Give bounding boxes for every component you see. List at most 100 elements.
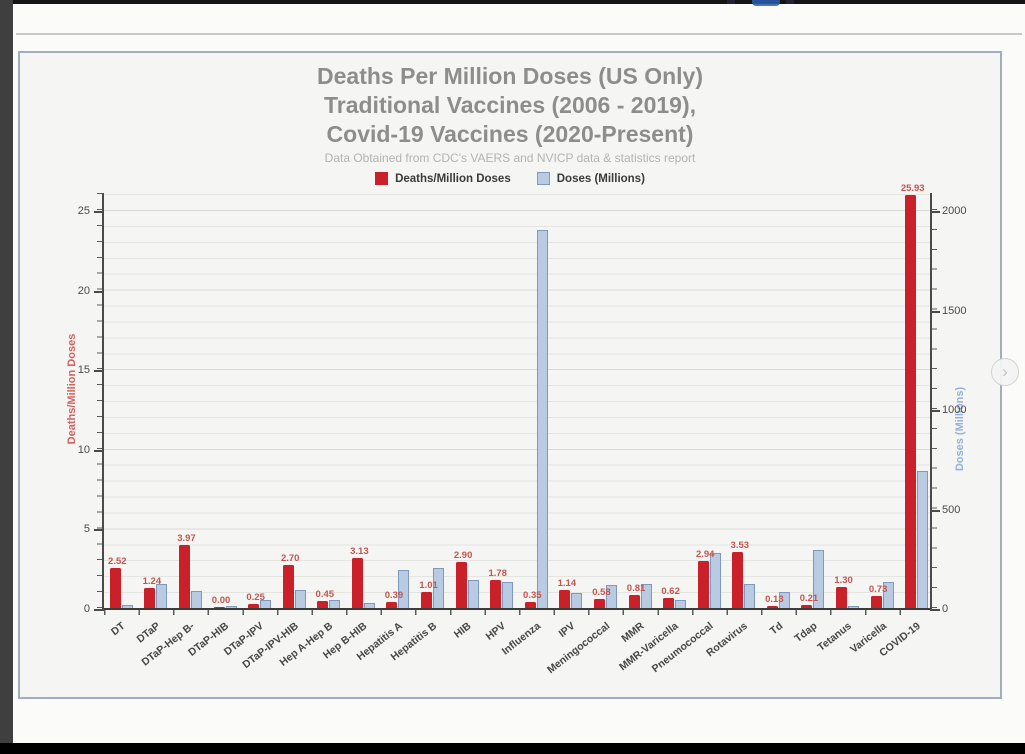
x-tick-label-1: DTaP — [134, 620, 163, 646]
legend: Deaths/Million Doses Doses (Millions) — [20, 172, 1000, 185]
left-axis-tick-label-0: 0 — [83, 603, 90, 615]
value-label-6: 0.45 — [315, 588, 335, 600]
value-label-0: 2.52 — [108, 555, 127, 567]
legend-item-1: Doses (Millions) — [536, 172, 645, 185]
bar-doses-13 — [571, 593, 583, 608]
left-axis-tick-0 — [94, 609, 104, 611]
x-axis-ticks — [104, 610, 930, 615]
bar-deaths-0 — [109, 567, 121, 608]
value-label-12: 0.35 — [523, 590, 542, 602]
bar-doses-3 — [225, 606, 237, 608]
bar-deaths-15 — [628, 595, 640, 608]
bar-doses-11 — [502, 582, 514, 608]
x-tick-label-0: DT — [109, 620, 128, 639]
left-axis-tick-label-4: 20 — [77, 284, 90, 297]
bar-deaths-17 — [697, 561, 709, 608]
bar-deaths-21 — [836, 587, 848, 608]
bar-doses-9 — [433, 568, 445, 608]
left-axis-tick-3 — [94, 370, 104, 373]
chart-subtitle: Data Obtained from CDC's VAERS and NVICP… — [324, 151, 696, 165]
value-label-7: 3.13 — [350, 546, 369, 558]
bar-deaths-19 — [766, 605, 778, 608]
bar-deaths-1 — [144, 588, 156, 608]
left-axis-title: Deaths/Million Doses — [66, 333, 78, 445]
legend-swatch-icon — [375, 172, 389, 185]
value-label-20: 0.21 — [799, 592, 819, 604]
horizontal-divider — [16, 33, 1022, 35]
right-axis-tick-0 — [930, 609, 940, 611]
right-axis-tick-label-1: 500 — [942, 503, 961, 516]
value-label-10: 2.90 — [453, 549, 473, 561]
left-axis-minor-ticks — [97, 193, 102, 608]
bar-doses-20 — [813, 550, 825, 608]
legend-label: Doses (Millions) — [556, 172, 645, 185]
value-label-5: 2.70 — [280, 553, 300, 565]
chart-card: Deaths Per Million Doses (US Only) Tradi… — [18, 51, 1002, 699]
x-tick-label-11: HPV — [483, 620, 509, 643]
bar-doses-5 — [294, 590, 306, 608]
bar-deaths-4 — [248, 604, 260, 608]
legend-label: Deaths/Million Doses — [395, 172, 511, 185]
value-label-9: 1.01 — [419, 579, 438, 591]
bar-deaths-23 — [905, 195, 917, 608]
bar-doses-7 — [363, 603, 375, 608]
value-label-19: 0.13 — [765, 593, 784, 605]
left-axis-tick-label-3: 15 — [77, 364, 90, 377]
left-axis-tick-label-5: 25 — [77, 205, 90, 218]
right-axis-tick-1 — [930, 509, 940, 512]
bar-doses-16 — [675, 599, 687, 608]
value-label-11: 1.78 — [488, 567, 507, 579]
bar-deaths-13 — [559, 589, 571, 608]
right-axis-tick-4 — [930, 211, 940, 214]
x-tick-label-13: IPV — [556, 620, 578, 640]
bar-deaths-9 — [421, 591, 433, 608]
x-tick-label-15: MMR — [619, 620, 647, 645]
bar-deaths-10 — [455, 561, 467, 608]
value-label-16: 0.62 — [661, 586, 680, 598]
left-axis-tick-4 — [94, 290, 104, 293]
bar-deaths-18 — [732, 551, 744, 608]
value-label-15: 0.81 — [626, 583, 646, 595]
bar-doses-15 — [640, 584, 652, 608]
bar-doses-4 — [260, 600, 272, 608]
bar-deaths-16 — [663, 598, 675, 608]
value-label-21: 1.30 — [834, 575, 853, 587]
value-label-18: 3.53 — [730, 539, 750, 551]
carousel-next-button[interactable]: › — [991, 358, 1019, 386]
left-axis-tick-5 — [94, 211, 104, 214]
bar-doses-1 — [156, 584, 168, 608]
left-axis-tick-2 — [94, 449, 104, 452]
bar-deaths-11 — [490, 579, 502, 608]
x-tick-label-10: HIB — [451, 620, 474, 641]
value-label-1: 1.24 — [142, 576, 162, 588]
bar-deaths-2 — [178, 544, 190, 608]
bar-deaths-14 — [593, 598, 605, 608]
bar-doses-17 — [709, 553, 721, 608]
chart-title-line1: Deaths Per Million Doses (US Only) — [317, 63, 703, 89]
bar-deaths-7 — [351, 558, 363, 608]
bar-deaths-8 — [386, 601, 398, 608]
value-label-3: 0.00 — [211, 594, 231, 606]
bar-doses-22 — [882, 582, 894, 608]
bar-deaths-12 — [524, 602, 536, 608]
cropped-link-fragment[interactable] — [752, 0, 780, 6]
x-tick-label-21: Tetanus — [815, 620, 854, 654]
left-edge-strip — [0, 0, 13, 743]
bar-doses-12 — [536, 230, 548, 608]
right-axis-tick-2 — [930, 410, 940, 413]
right-axis-title: Doses (Millions) — [954, 386, 966, 472]
right-axis-tick-label-0: 0 — [942, 603, 949, 615]
x-tick-label-20: Tdap — [792, 620, 820, 645]
bar-deaths-20 — [801, 604, 813, 608]
value-label-23: 25.93 — [900, 183, 925, 195]
value-label-4: 0.25 — [246, 592, 265, 604]
bar-doses-14 — [605, 585, 617, 608]
chart-title-line3: Covid-19 Vaccines (2020-Present) — [326, 121, 694, 147]
bar-doses-23 — [917, 470, 929, 608]
bar-doses-21 — [848, 606, 860, 608]
left-axis-tick-1 — [94, 529, 104, 532]
chart-title-line2: Traditional Vaccines (2006 - 2019), — [323, 92, 697, 118]
bar-deaths-5 — [282, 565, 294, 608]
bar-doses-10 — [467, 580, 479, 608]
